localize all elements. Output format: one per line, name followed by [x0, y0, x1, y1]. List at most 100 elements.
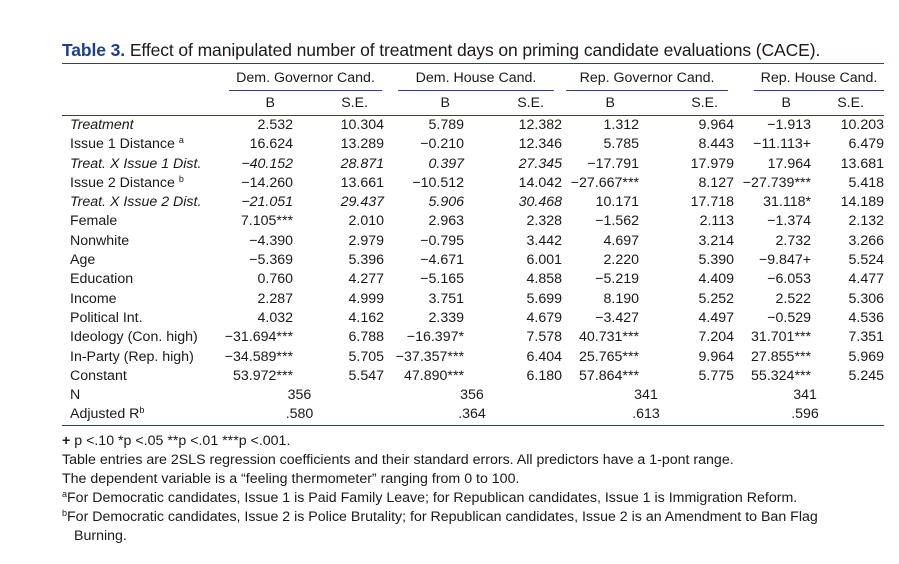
row-label-text: Education	[70, 271, 134, 288]
se-cell: 17.718	[690, 194, 735, 211]
group-header-dem-house: Dem. House Cand.	[386, 64, 562, 91]
se-cell: 7.204	[698, 329, 735, 346]
r2-superscript: b	[139, 405, 145, 416]
row-label-text: Issue 1 Distance	[70, 136, 179, 153]
coef-cell: −9.847+	[758, 252, 812, 269]
row-label-text: Issue 2 Distance	[70, 174, 179, 191]
se-cell: 4.497	[698, 309, 735, 326]
coef-cell: −27.739***	[742, 174, 812, 191]
coef-cell: 2.532	[257, 117, 293, 133]
se-cell: 2.979	[348, 232, 384, 249]
table-row: Constant 53.972*** 5.547 47.890*** 6.180 57.8…	[62, 367, 884, 386]
coef-cell: −5.219	[595, 271, 639, 288]
coef-cell: −27.667***	[570, 174, 639, 191]
table-container: Table 3. Effect of manipulated number of…	[62, 38, 885, 546]
coef-cell: 57.864***	[579, 367, 639, 384]
coef-cell: 40.731***	[579, 329, 639, 346]
se-cell: 5.390	[698, 252, 735, 269]
coef-cell: −6.053	[767, 271, 812, 288]
se-cell: 14.042	[518, 174, 562, 191]
coef-cell: 31.701***	[751, 329, 812, 346]
table-caption: Table 3. Effect of manipulated number of…	[62, 38, 884, 62]
group-header-label: Rep. Governor Cand.	[566, 67, 729, 91]
table-row: Treat. X Issue 1 Dist. −40.152 28.871 0.397…	[62, 155, 884, 174]
se-cell: 12.346	[518, 136, 562, 153]
top-rule	[62, 63, 884, 64]
subheader-cell: S.E.	[837, 95, 865, 111]
row-label: Income	[62, 290, 217, 309]
row-label-text: Nonwhite	[70, 232, 130, 249]
se-cell: 8.127	[698, 174, 735, 191]
footnote-b-text: For Democratic candidates, Issue 2 is Po…	[67, 508, 818, 525]
table-notes: + p <.10 *p <.05 **p <.01 ***p <.001. Ta…	[62, 432, 884, 546]
coef-cell: −0.795	[420, 232, 464, 249]
row-label-footnote-mark: b	[178, 173, 184, 184]
subheader-cell: B	[440, 95, 450, 111]
group-header-label: Dem. House Cand.	[398, 67, 554, 91]
coef-cell: 2.220	[603, 252, 639, 269]
se-cell: 7.351	[848, 329, 885, 346]
coef-cell: 2.287	[257, 290, 293, 307]
coef-cell: −11.113+	[753, 136, 812, 153]
footnote-b: bFor Democratic candidates, Issue 2 is P…	[62, 508, 884, 527]
blank-header-cell	[62, 64, 217, 91]
table-row: Age −5.369 5.396 −4.671 6.001 2.220 5.390 −9.84…	[62, 251, 884, 270]
footnote-b-continued: Burning.	[74, 527, 127, 544]
se-cell: 28.871	[340, 155, 384, 172]
subheader-cell: B	[605, 95, 615, 111]
coef-cell: 10.171	[595, 194, 639, 211]
se-cell: 29.437	[340, 194, 384, 211]
coef-cell: 4.697	[603, 232, 639, 249]
se-cell: 9.964	[698, 117, 735, 133]
row-label: Education	[62, 270, 217, 289]
subheader-cell: S.E.	[691, 95, 719, 111]
coef-cell: 17.964	[767, 155, 812, 172]
row-label: Constant	[62, 367, 217, 386]
se-cell: 5.524	[848, 252, 885, 269]
r2-value: .596	[791, 406, 819, 423]
se-cell: 5.705	[348, 348, 384, 365]
se-cell: 4.536	[848, 309, 885, 326]
coef-cell: 31.118*	[763, 194, 812, 211]
row-label-text: Income	[70, 290, 117, 307]
se-cell: 13.289	[340, 136, 384, 153]
n-value: 356	[460, 387, 484, 404]
row-label: Issue 2 Distance b	[62, 174, 217, 193]
row-label: Ideology (Con. high)	[62, 328, 217, 347]
row-label: Treat. X Issue 1 Dist.	[62, 155, 217, 174]
coef-cell: −4.390	[249, 232, 293, 249]
coef-cell: 53.972***	[233, 367, 293, 384]
group-header-rep-governor: Rep. Governor Cand.	[562, 64, 734, 91]
coef-cell: −5.165	[420, 271, 464, 288]
se-cell: 3.266	[848, 232, 885, 249]
se-cell: 5.306	[848, 290, 885, 307]
coef-cell: −1.374	[767, 213, 812, 230]
row-label: Treatment	[62, 116, 217, 136]
coef-cell: −4.671	[420, 252, 464, 269]
se-cell: 6.180	[526, 367, 562, 384]
table-row: Political Int. 4.032 4.162 2.339 4.679 −3.427…	[62, 309, 884, 328]
table-row: Ideology (Con. high) −31.694*** 6.788 −16.3…	[62, 328, 884, 347]
se-cell: 5.245	[848, 367, 885, 384]
row-label-text: Ideology (Con. high)	[70, 329, 198, 346]
coef-cell: 27.855***	[751, 348, 812, 365]
coef-cell: −5.369	[249, 252, 293, 269]
coef-cell: −21.051	[241, 194, 293, 211]
coef-cell: −16.397*	[406, 329, 464, 346]
coef-cell: −1.913	[767, 117, 812, 133]
se-cell: 2.010	[348, 213, 384, 230]
row-label: Political Int.	[62, 309, 217, 328]
coef-cell: 1.312	[603, 117, 639, 133]
footnote-a-mark: a	[62, 488, 68, 499]
n-value: 341	[793, 387, 817, 404]
se-cell: 3.442	[526, 232, 562, 249]
footnote-a: aFor Democratic candidates, Issue 1 is P…	[62, 489, 884, 508]
coef-cell: 5.789	[428, 117, 464, 133]
se-cell: 17.979	[690, 155, 735, 172]
se-cell: 8.443	[698, 136, 735, 153]
coef-cell: 3.751	[428, 290, 464, 307]
row-label-text: Treatment	[70, 117, 134, 133]
row-label-text: Political Int.	[70, 309, 143, 326]
se-cell: 14.189	[840, 194, 885, 211]
coef-cell: 16.624	[249, 136, 293, 153]
